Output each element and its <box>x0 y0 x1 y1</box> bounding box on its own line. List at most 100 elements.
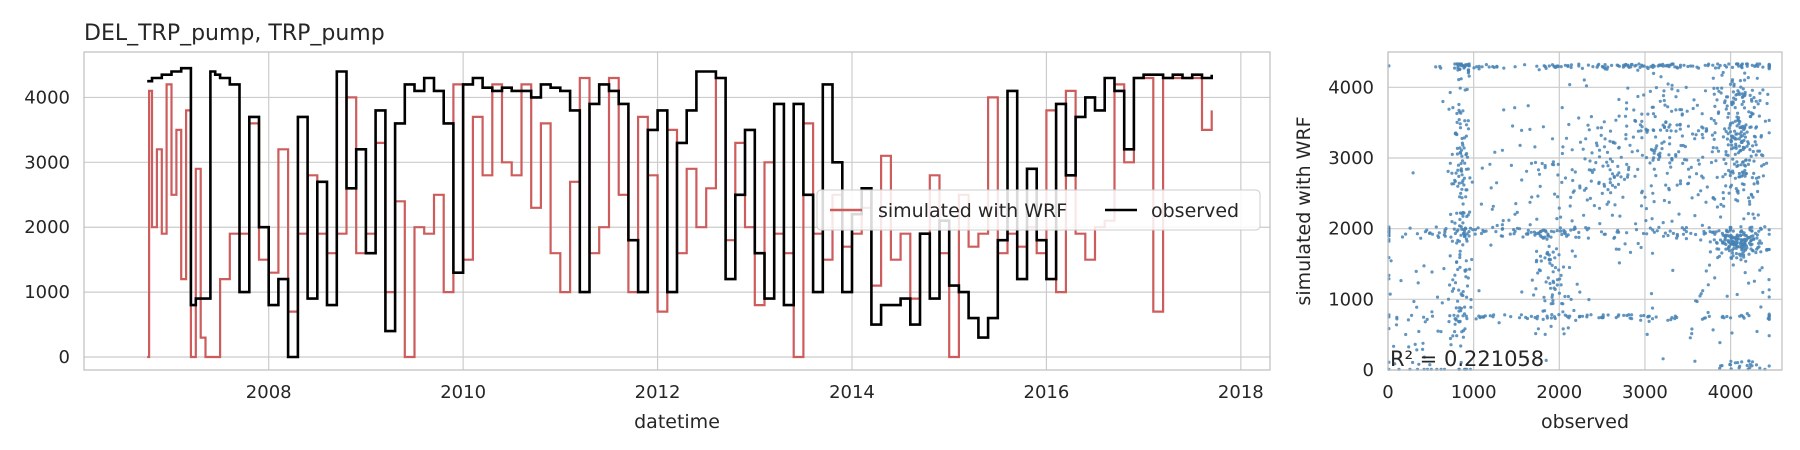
scatter-point <box>1710 230 1714 234</box>
scatter-point <box>1461 210 1465 215</box>
scatter-point <box>1543 332 1547 336</box>
scatter-point <box>1463 305 1467 309</box>
scatter-point <box>1461 290 1465 294</box>
scatter-point <box>1619 175 1623 179</box>
scatter-point <box>1457 174 1461 178</box>
scatter-point <box>1734 132 1738 136</box>
scatter-point <box>1726 132 1730 136</box>
scatter-point <box>1636 94 1640 99</box>
scatter-point <box>1713 276 1717 280</box>
scatter-point <box>1421 341 1425 345</box>
timeseries-ytick-label: 4000 <box>24 87 70 108</box>
scatter-point <box>1723 172 1727 176</box>
scatter-point <box>1679 143 1683 148</box>
scatter-point <box>1571 178 1575 183</box>
scatter-point <box>1756 213 1760 217</box>
scatter-point <box>1651 228 1655 232</box>
scatter-point <box>1630 313 1634 317</box>
scatter-point <box>1549 324 1553 328</box>
scatter-point <box>1453 317 1457 321</box>
scatter-point <box>1700 174 1704 178</box>
scatter-point <box>1447 107 1451 111</box>
scatter-point <box>1463 63 1467 67</box>
scatter-point <box>1423 320 1427 324</box>
scatter-point <box>1714 230 1718 234</box>
scatter-point <box>1394 323 1399 327</box>
scatter-point <box>1728 228 1732 232</box>
scatter-point <box>1730 80 1734 84</box>
scatter-point <box>1703 231 1708 235</box>
scatter-point <box>1599 230 1604 234</box>
timeseries-frame <box>83 51 1271 371</box>
scatter-point <box>1652 167 1656 171</box>
scatter-point <box>1664 120 1668 125</box>
scatter-point <box>1519 313 1523 317</box>
scatter-point <box>1663 231 1667 235</box>
scatter-point <box>1735 92 1739 96</box>
scatter-point <box>1489 186 1493 190</box>
scatter-point <box>1577 62 1581 66</box>
scatter-point <box>1730 65 1735 69</box>
scatter-point <box>1696 129 1701 133</box>
scatter-point <box>1500 223 1504 227</box>
scatter-point <box>1602 145 1607 149</box>
scatter-point <box>1534 287 1538 291</box>
scatter-point <box>1461 243 1465 247</box>
scatter-point <box>1553 266 1558 270</box>
scatter-point <box>1392 344 1396 348</box>
scatter-point <box>1461 109 1465 113</box>
scatter-point <box>1731 134 1735 138</box>
timeseries-series <box>147 66 1213 359</box>
scatter-point <box>1582 78 1586 82</box>
scatter-point <box>1532 293 1536 297</box>
scatter-ticks: 0 1000 2000 3000 4000 0 1000 2000 3000 4000 <box>1328 77 1753 403</box>
scatter-point <box>1746 162 1750 166</box>
scatter-point <box>1462 146 1466 150</box>
timeseries-ytick-label: 2000 <box>24 217 70 238</box>
scatter-point <box>1464 314 1468 318</box>
scatter-point <box>1652 128 1656 133</box>
scatter-point <box>1642 313 1646 318</box>
scatter-point <box>1694 172 1699 176</box>
scatter-point <box>1530 195 1534 199</box>
scatter-point <box>1561 310 1565 314</box>
scatter-point <box>1689 165 1693 169</box>
scatter-point <box>1666 233 1670 238</box>
scatter-point <box>1729 242 1733 246</box>
scatter-point <box>1721 70 1725 75</box>
scatter-point <box>1589 115 1593 119</box>
scatter-point <box>1543 163 1547 168</box>
scatter-point <box>1605 202 1609 206</box>
scatter-point <box>1597 206 1602 210</box>
scatter-point <box>1552 286 1556 290</box>
scatter-point <box>1596 63 1600 68</box>
scatter-point <box>1463 119 1467 123</box>
scatter-point <box>1646 66 1650 71</box>
scatter-point <box>1529 314 1533 318</box>
scatter-point <box>1681 232 1686 236</box>
timeseries-xtick-label: 2012 <box>635 382 681 403</box>
scatter-point <box>1573 225 1577 229</box>
scatter-point <box>1721 196 1726 201</box>
scatter-point <box>1563 313 1567 317</box>
scatter-point <box>1636 167 1640 171</box>
scatter-point <box>1740 63 1744 67</box>
scatter-point <box>1529 230 1533 234</box>
scatter-point <box>1767 316 1771 320</box>
scatter-point <box>1750 364 1754 368</box>
scatter-point <box>1453 66 1457 70</box>
scatter-point <box>1468 226 1473 230</box>
scatter-point <box>1736 189 1740 193</box>
scatter-point <box>1555 217 1559 221</box>
scatter-point <box>1435 295 1440 299</box>
scatter-point <box>1547 64 1551 68</box>
scatter-point <box>1557 291 1561 295</box>
scatter-point <box>1549 235 1553 239</box>
scatter-point <box>1703 63 1707 67</box>
scatter-point <box>1643 195 1647 199</box>
scatter-point <box>1456 184 1460 188</box>
scatter-point <box>1724 95 1729 99</box>
scatter-point <box>1475 65 1479 69</box>
scatter-point <box>1560 301 1564 306</box>
scatter-point <box>1640 189 1644 193</box>
